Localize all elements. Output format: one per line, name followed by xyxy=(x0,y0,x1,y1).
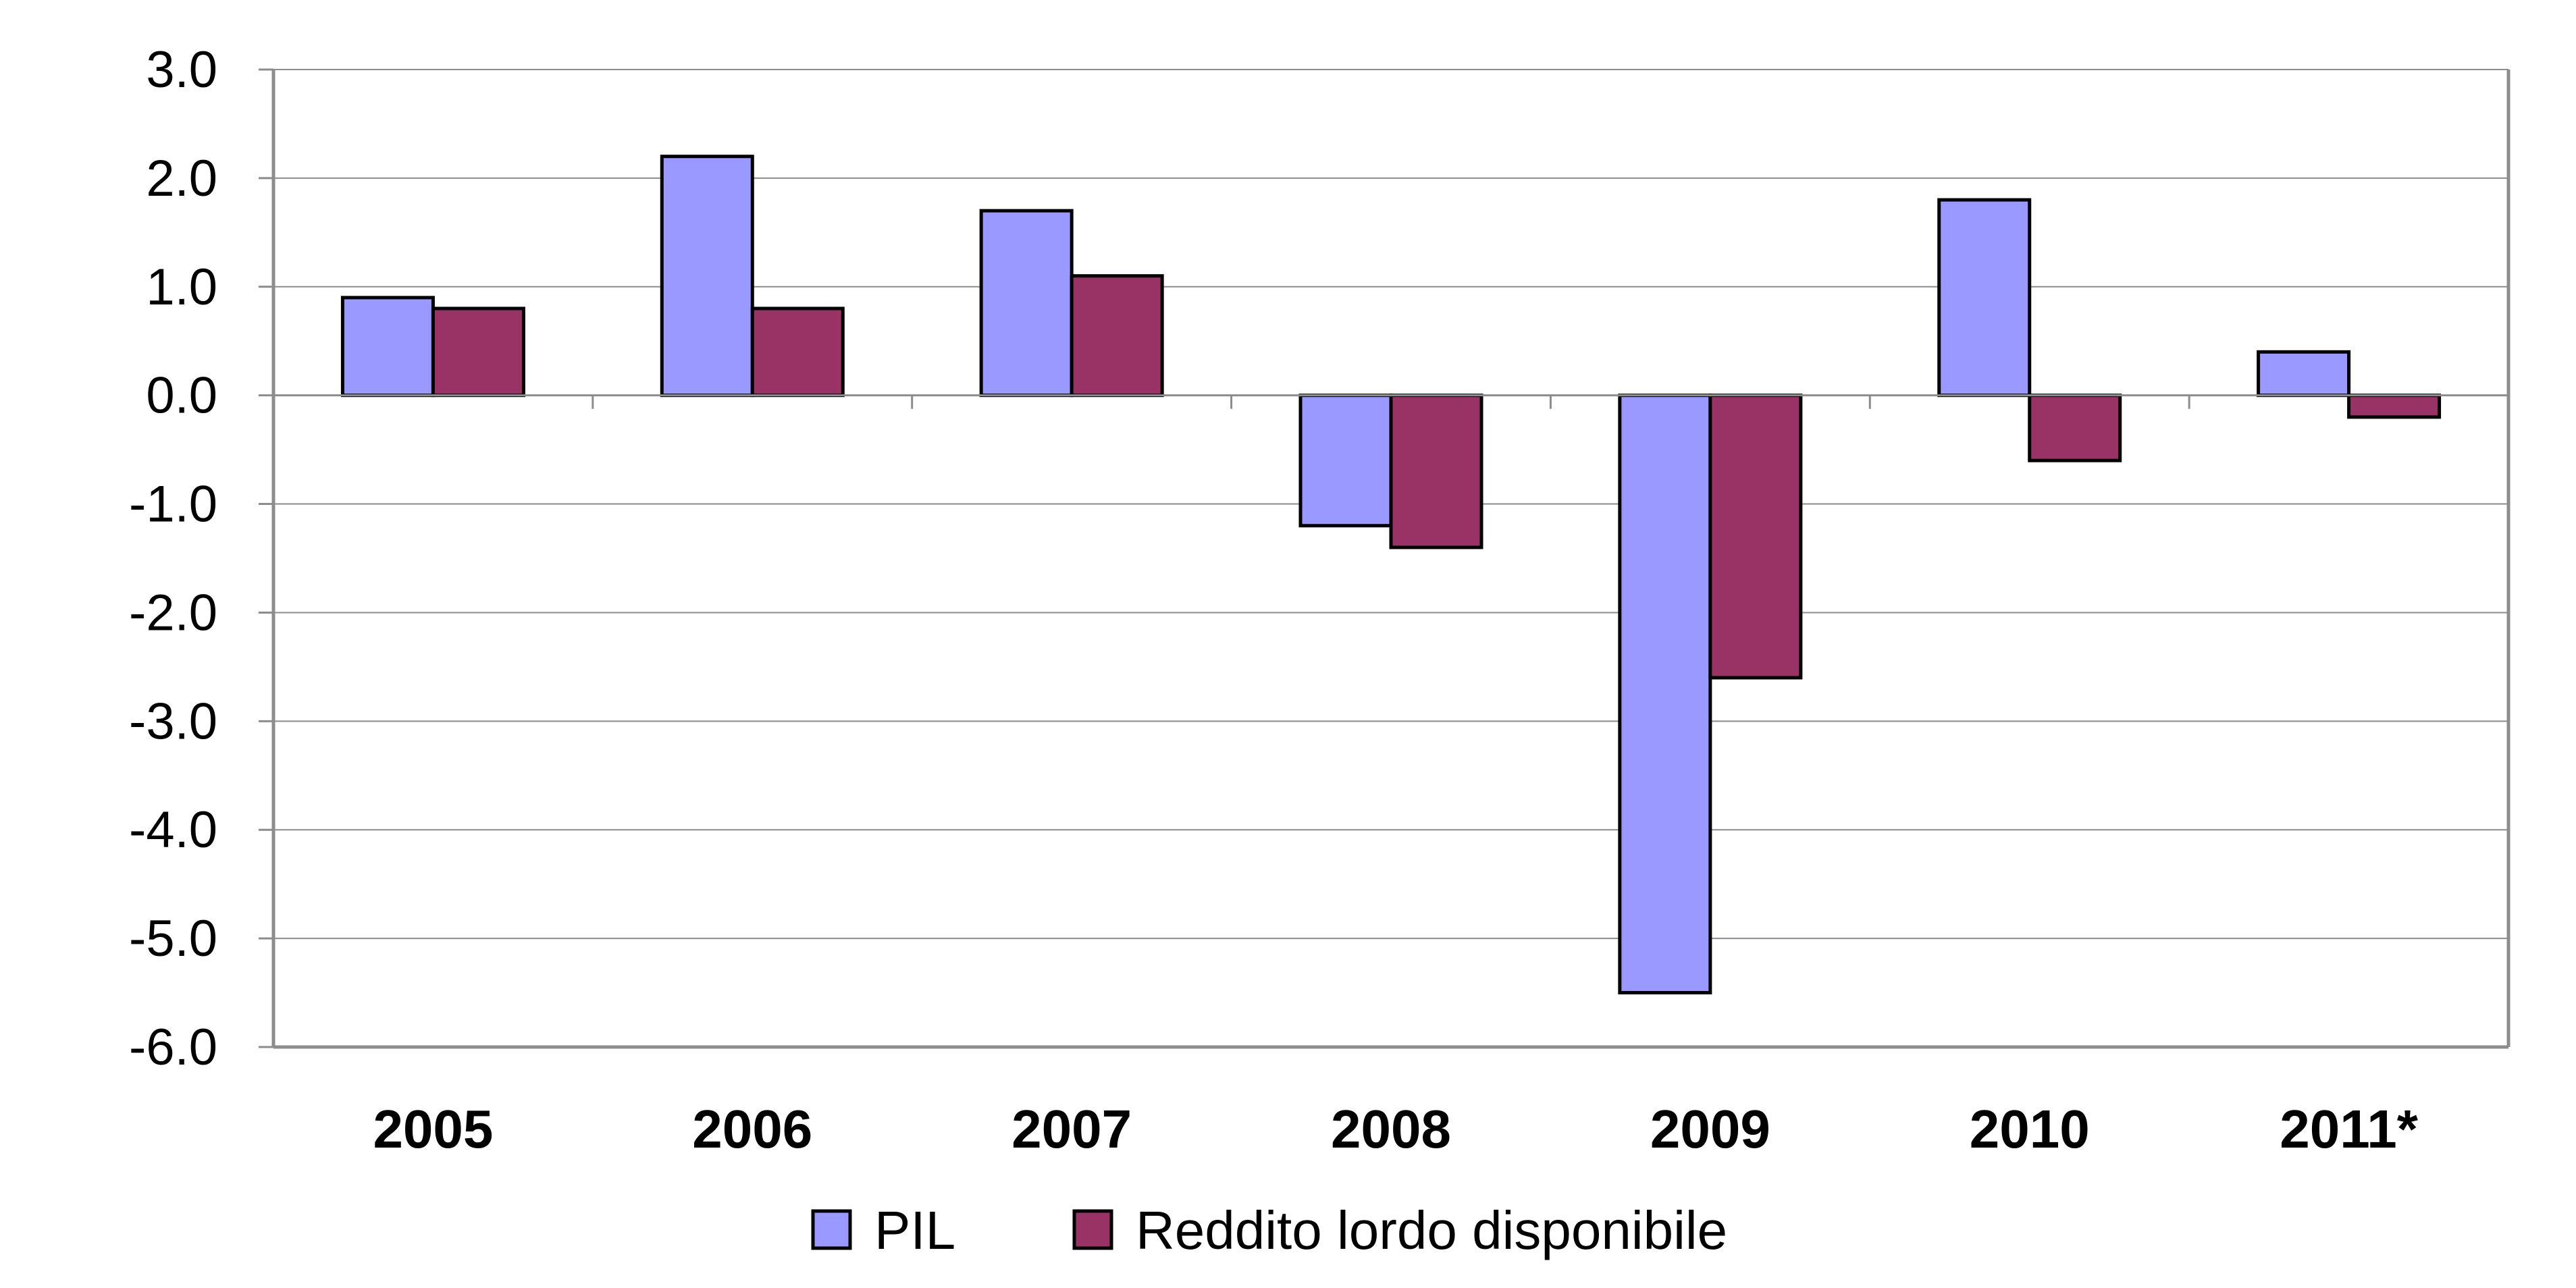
x-category-label: 2010 xyxy=(1970,1099,2090,1159)
bars xyxy=(340,155,2442,995)
x-category-label: 2005 xyxy=(373,1099,493,1159)
bar-reddito-2006 xyxy=(750,306,845,398)
bar-pil-2008 xyxy=(1298,394,1393,528)
y-tick-label: 1.0 xyxy=(146,259,217,316)
plot-area-background xyxy=(273,70,2508,1047)
y-tick-label: -3.0 xyxy=(129,693,217,750)
x-category-label: 2006 xyxy=(692,1099,812,1159)
x-category-label: 2009 xyxy=(1650,1099,1770,1159)
y-tick-label: 2.0 xyxy=(146,150,217,207)
legend-label-pil: PIL xyxy=(874,1200,955,1260)
y-tick-label: 0.0 xyxy=(146,367,217,425)
bar-pil-2009 xyxy=(1618,394,1712,995)
bar-reddito-2005 xyxy=(431,306,525,398)
y-tick-label: 3.0 xyxy=(146,41,217,99)
x-axis-category-labels: 2005 2006 2007 2008 2009 2010 2011* xyxy=(373,1099,2418,1159)
x-category-label: 2011* xyxy=(2280,1099,2419,1159)
bar-pil-2010 xyxy=(1937,198,2032,398)
bar-pil-2005 xyxy=(340,296,435,398)
bar-reddito-2007 xyxy=(1070,274,1164,398)
y-tick-label: -4.0 xyxy=(129,801,217,859)
y-tick-label: -2.0 xyxy=(129,584,217,641)
legend-label-reddito: Reddito lordo disponibile xyxy=(1136,1200,1727,1260)
bar-reddito-2010 xyxy=(2028,394,2122,462)
bar-pil-2011 xyxy=(2257,350,2351,398)
legend: PIL Reddito lordo disponibile xyxy=(811,1200,1727,1260)
y-tick-label: -1.0 xyxy=(129,476,217,533)
axes xyxy=(259,68,2511,1049)
bar-pil-2007 xyxy=(979,209,1074,398)
bar-reddito-2011 xyxy=(2347,394,2442,419)
bar-pil-2006 xyxy=(660,155,754,398)
x-category-label: 2007 xyxy=(1011,1099,1132,1159)
bar-reddito-2008 xyxy=(1389,394,1483,549)
y-axis-tick-labels: 3.0 2.0 1.0 0.0 -1.0 -2.0 -3.0 -4.0 -5.0 -6.0 xyxy=(129,41,217,1076)
x-category-label: 2008 xyxy=(1331,1099,1451,1159)
y-tick-label: -6.0 xyxy=(129,1019,217,1076)
legend-swatch-pil xyxy=(811,1209,852,1250)
legend-swatch-reddito xyxy=(1072,1209,1113,1250)
y-tick-label: -5.0 xyxy=(129,910,217,967)
bar-reddito-2009 xyxy=(1708,394,1803,680)
